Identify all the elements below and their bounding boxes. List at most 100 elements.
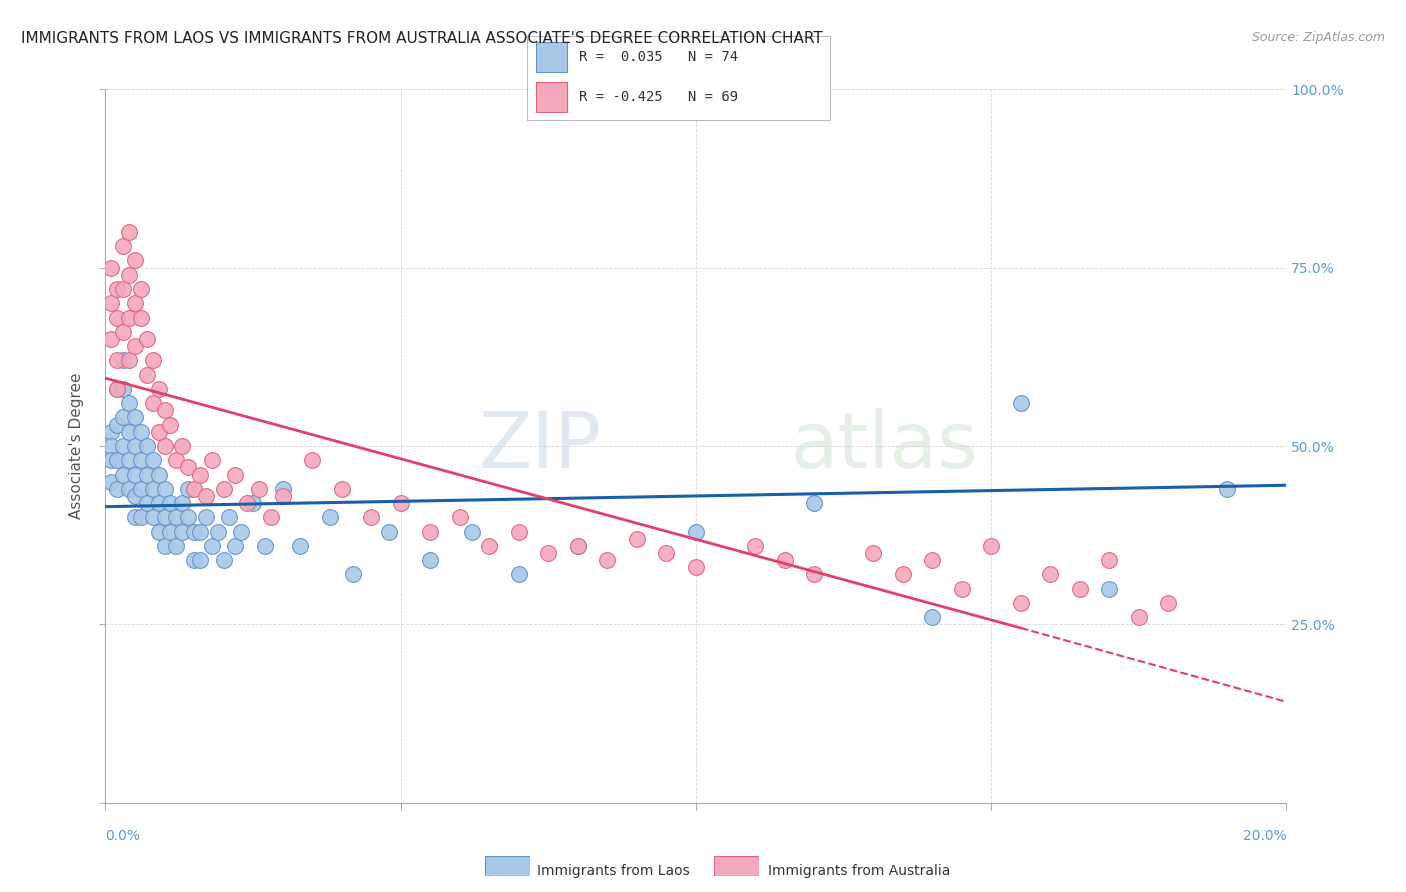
Point: [148, 467, 170, 482]
Point: [685, 524, 707, 539]
Point: [124, 467, 146, 482]
Point: [460, 524, 482, 539]
Point: [118, 353, 141, 368]
Point: [100, 439, 122, 453]
Point: [105, 482, 128, 496]
Point: [862, 546, 884, 560]
Point: [207, 524, 229, 539]
Point: [124, 439, 146, 453]
Point: [118, 482, 141, 496]
Point: [159, 417, 181, 432]
Point: [142, 510, 165, 524]
Point: [1216, 482, 1239, 496]
Text: Source: ZipAtlas.com: Source: ZipAtlas.com: [1251, 31, 1385, 45]
Point: [1039, 567, 1062, 582]
Point: [183, 553, 205, 567]
Point: [112, 353, 135, 368]
Point: [135, 496, 157, 510]
Point: [105, 453, 128, 467]
Text: R =  0.035   N = 74: R = 0.035 N = 74: [579, 50, 738, 64]
Text: atlas: atlas: [790, 408, 979, 484]
Point: [165, 539, 187, 553]
Point: [1010, 396, 1032, 410]
Point: [129, 453, 152, 467]
Point: [105, 310, 128, 325]
Point: [129, 310, 152, 325]
Point: [153, 439, 176, 453]
Point: [118, 396, 141, 410]
Point: [142, 396, 165, 410]
Point: [449, 510, 471, 524]
Point: [135, 439, 157, 453]
Point: [105, 382, 128, 396]
Point: [112, 382, 135, 396]
Point: [100, 332, 122, 346]
Point: [567, 539, 589, 553]
Text: R = -0.425   N = 69: R = -0.425 N = 69: [579, 90, 738, 104]
Point: [118, 453, 141, 467]
Point: [100, 260, 122, 275]
Point: [105, 353, 128, 368]
Point: [260, 510, 283, 524]
Point: [201, 453, 224, 467]
Point: [236, 496, 259, 510]
Point: [129, 482, 152, 496]
Point: [271, 489, 294, 503]
Point: [105, 417, 128, 432]
Point: [100, 296, 122, 310]
Point: [194, 510, 217, 524]
Point: [177, 510, 200, 524]
Bar: [536, 43, 567, 72]
Point: [142, 482, 165, 496]
Point: [980, 539, 1002, 553]
Point: [135, 467, 157, 482]
Point: [100, 475, 122, 489]
Point: [271, 482, 294, 496]
Text: 20.0%: 20.0%: [1243, 830, 1286, 843]
Point: [921, 553, 943, 567]
Point: [685, 560, 707, 574]
Point: [183, 482, 205, 496]
Point: [773, 553, 796, 567]
Text: ZIP: ZIP: [478, 408, 602, 484]
Point: [165, 453, 187, 467]
Point: [378, 524, 401, 539]
Point: [212, 482, 235, 496]
Point: [508, 567, 530, 582]
Point: [342, 567, 364, 582]
Point: [224, 467, 246, 482]
Point: [159, 524, 181, 539]
Point: [253, 539, 276, 553]
Point: [172, 524, 194, 539]
Point: [177, 460, 200, 475]
Point: [153, 510, 176, 524]
Point: [112, 325, 135, 339]
Point: [124, 296, 146, 310]
Point: [201, 539, 224, 553]
Point: [159, 496, 181, 510]
Point: [118, 225, 141, 239]
Point: [148, 524, 170, 539]
Point: [655, 546, 678, 560]
Point: [301, 453, 323, 467]
Point: [177, 482, 200, 496]
Point: [1010, 596, 1032, 610]
Point: [290, 539, 312, 553]
Point: [124, 410, 146, 425]
Point: [1128, 610, 1150, 624]
Point: [165, 510, 187, 524]
Point: [231, 524, 253, 539]
Point: [112, 239, 135, 253]
Point: [118, 425, 141, 439]
Point: [744, 539, 766, 553]
Point: [508, 524, 530, 539]
Point: [129, 510, 152, 524]
Point: [188, 467, 211, 482]
Point: [1069, 582, 1091, 596]
Point: [242, 496, 264, 510]
Point: [148, 496, 170, 510]
Point: [153, 403, 176, 417]
Point: [112, 410, 135, 425]
Point: [118, 268, 141, 282]
Point: [1098, 582, 1121, 596]
